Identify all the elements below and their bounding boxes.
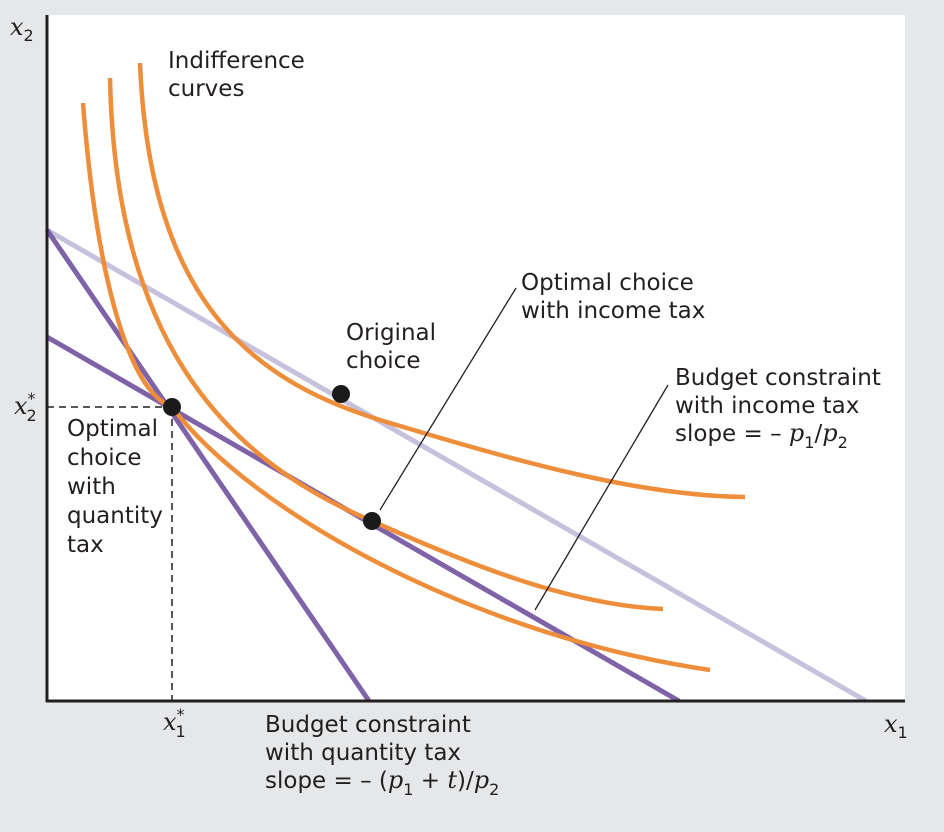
leader-line-budget-income (534, 384, 669, 611)
label-indifference-curves: Indifference curves (168, 48, 312, 102)
point-original-choice (332, 385, 350, 403)
label-budget-quantity-slope: slope = – (p1 + t)/p2 (265, 766, 499, 799)
budget-line-income-tax (45, 227, 868, 704)
x-axis-label: x1 (884, 710, 908, 742)
x2-star-tick-label: x* 2 (14, 389, 37, 425)
indifference-curve-inner (80, 102, 711, 673)
y-axis-label: x2 (10, 13, 34, 45)
label-optimal-quantity-tax: Optimal choice with quantity tax (67, 416, 170, 558)
point-optimal-quantity-tax (163, 398, 181, 416)
x1-star-tick-label: x* 1 (163, 705, 186, 741)
label-budget-income-slope: slope = – p1/p2 (675, 419, 848, 452)
indifference-curve-outer (137, 62, 746, 500)
label-budget-quantity-tax: Budget constraint with quantity tax (265, 712, 478, 766)
label-original-choice: Original choice (346, 320, 443, 374)
label-budget-income-tax: Budget constraint with income tax (675, 365, 888, 419)
leader-line-optimal-income (379, 287, 517, 511)
label-optimal-income-tax: Optimal choice with income tax (521, 270, 705, 324)
budget-line-quantity-tax (44, 228, 372, 703)
point-optimal-income-tax (363, 512, 381, 530)
indifference-curve-middle (107, 77, 664, 612)
